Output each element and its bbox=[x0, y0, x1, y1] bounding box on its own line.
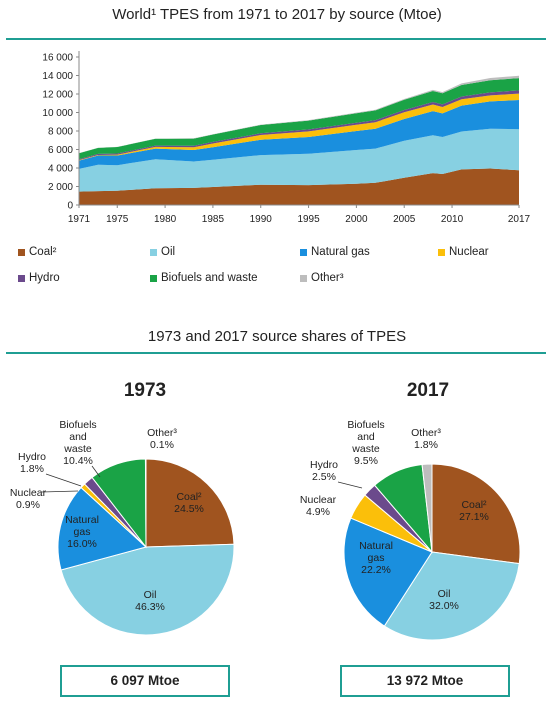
pie-1973-slice-2 bbox=[57, 486, 148, 571]
legend-swatch bbox=[300, 274, 307, 282]
x-tick-label: 1990 bbox=[250, 214, 273, 225]
pie-1973-year: 1973 bbox=[123, 380, 167, 401]
legend-swatch bbox=[18, 248, 25, 256]
area-series-0 bbox=[79, 168, 519, 205]
legend-label: Oil bbox=[161, 246, 176, 258]
y-tick-label: 0 bbox=[67, 201, 73, 212]
pie-1973-slice-6 bbox=[144, 458, 147, 548]
legend-swatch bbox=[300, 248, 307, 256]
x-tick-label: 1985 bbox=[202, 214, 225, 225]
pie-2017-slice-3 bbox=[350, 494, 433, 553]
x-tick-label: 1980 bbox=[154, 214, 177, 225]
area-series-1 bbox=[79, 128, 519, 192]
pie-1973-label: Other³ 0.1% bbox=[147, 427, 177, 451]
area-chart: 0 2 000 4 000 6 000 8 000 10 000 12 000 14 000 1… bbox=[42, 51, 531, 225]
pie-1973-label: Biofuels and waste 10.4% bbox=[59, 419, 96, 467]
pie-1973-label: Hydro 1.8% bbox=[18, 451, 46, 475]
pie-2017-slice-0 bbox=[431, 463, 521, 565]
y-tick-label: 2 000 bbox=[48, 182, 73, 193]
pie-2017-year: 2017 bbox=[406, 380, 450, 401]
pie-1973-label: Natural gas 16.0% bbox=[65, 514, 99, 550]
pie-2017-label: Other³ 1.8% bbox=[411, 427, 441, 451]
title-rule bbox=[6, 38, 546, 40]
legend-swatch bbox=[150, 248, 157, 256]
pie-2017-slice-5 bbox=[373, 464, 433, 554]
y-tick-label: 8 000 bbox=[48, 127, 73, 138]
pie-1973-slice-3 bbox=[80, 483, 147, 548]
pie-2017-label: Nuclear 4.9% bbox=[300, 494, 337, 518]
y-tick-label: 4 000 bbox=[48, 164, 73, 175]
pie-1973-label: Oil 46.3% bbox=[135, 589, 165, 613]
pie-1973-slice-0 bbox=[145, 458, 235, 548]
pie-2017-label: Biofuels and waste 9.5% bbox=[347, 419, 384, 467]
total-1973-box: 6 097 Mtoe bbox=[60, 665, 230, 697]
y-tick-label: 14 000 bbox=[42, 71, 73, 82]
legend-label: Hydro bbox=[29, 272, 60, 284]
pie-2017-leader bbox=[337, 481, 363, 489]
pie-section-rule bbox=[6, 352, 546, 354]
pie-1973-leader bbox=[45, 473, 82, 487]
pie-1973-leader bbox=[41, 490, 79, 493]
y-tick-label: 16 000 bbox=[42, 53, 73, 64]
x-tick-label: 1995 bbox=[297, 214, 320, 225]
y-tick-label: 10 000 bbox=[42, 108, 73, 119]
x-tick-label: 2010 bbox=[441, 214, 464, 225]
x-tick-label: 2005 bbox=[393, 214, 416, 225]
pie-2017-slice-2 bbox=[343, 517, 433, 627]
pie-2017-label: Oil 32.0% bbox=[429, 588, 459, 612]
pie-1973-label: Coal² 24.5% bbox=[174, 491, 204, 515]
pie-2017-slice-6 bbox=[421, 463, 433, 553]
legend-label: Natural gas bbox=[311, 246, 370, 258]
legend-label: Biofuels and waste bbox=[161, 272, 258, 284]
area-series-5 bbox=[79, 78, 519, 160]
legend-item: Nuclear bbox=[438, 246, 489, 258]
pie-1973-slice-5 bbox=[91, 458, 147, 549]
pie-2017-slice-1 bbox=[383, 551, 520, 641]
legend-swatch bbox=[150, 274, 157, 282]
pie-1973-label: Nuclear 0.9% bbox=[10, 487, 47, 511]
pie-1973-leader bbox=[91, 465, 101, 478]
legend-item: Biofuels and waste bbox=[150, 272, 258, 284]
pie-section-title: 1973 and 2017 source shares of TPES bbox=[147, 328, 407, 345]
area-chart-title: World¹ TPES from 1971 to 2017 by source … bbox=[112, 6, 442, 23]
legend-swatch bbox=[438, 248, 445, 256]
pie-2017-label: Natural gas 22.2% bbox=[359, 540, 393, 576]
total-2017-box: 13 972 Mtoe bbox=[340, 665, 510, 697]
legend-swatch bbox=[18, 274, 25, 282]
x-tick-label: 2017 bbox=[508, 214, 531, 225]
x-tick-label: 1975 bbox=[106, 214, 129, 225]
pie-2017-slice-4 bbox=[364, 484, 433, 553]
legend-label: Other³ bbox=[311, 272, 344, 284]
legend-item: Natural gas bbox=[300, 246, 370, 258]
legend-item: Oil bbox=[150, 246, 175, 258]
pie-1973-slice-4 bbox=[83, 476, 147, 548]
area-series-3 bbox=[79, 93, 519, 161]
y-tick-label: 6 000 bbox=[48, 145, 73, 156]
area-series-2 bbox=[79, 100, 519, 169]
legend-item: Hydro bbox=[18, 272, 60, 284]
pie-2017-label: Hydro 2.5% bbox=[310, 459, 338, 483]
pie-2017-label: Coal² 27.1% bbox=[459, 499, 489, 523]
area-series-4 bbox=[79, 90, 519, 161]
y-tick-label: 12 000 bbox=[42, 90, 73, 101]
legend-item: Coal² bbox=[18, 246, 56, 258]
legend-label: Coal² bbox=[29, 246, 57, 258]
legend-label: Nuclear bbox=[449, 246, 489, 258]
x-tick-label: 1971 bbox=[68, 214, 91, 225]
pie-1973-slice-1 bbox=[60, 543, 235, 636]
x-tick-label: 2000 bbox=[345, 214, 368, 225]
legend-item: Other³ bbox=[300, 272, 344, 284]
